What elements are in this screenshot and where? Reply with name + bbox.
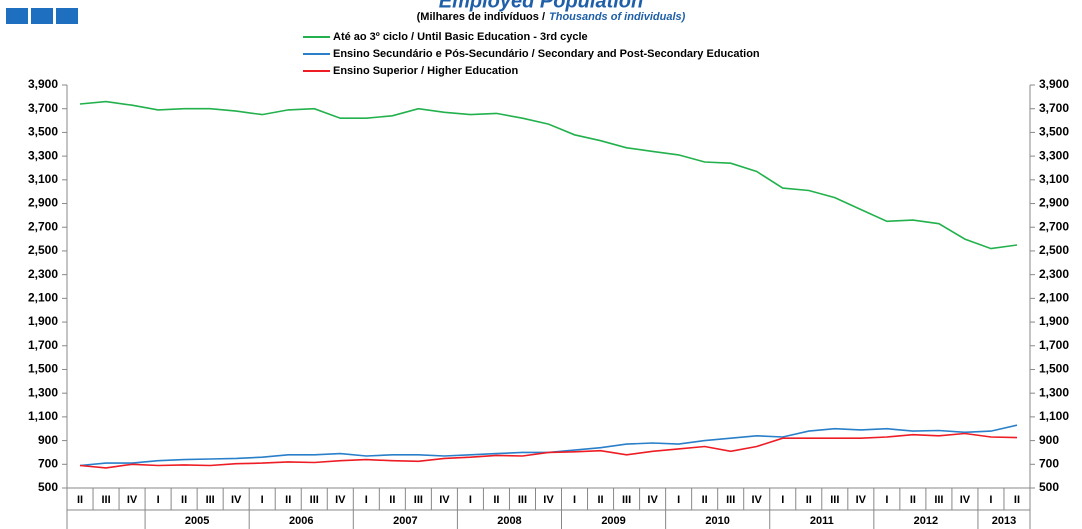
x-group-label: 2005 [185, 515, 209, 527]
x-group-label: 2012 [914, 515, 938, 527]
x-tick-label: IV [647, 494, 658, 506]
x-group-label: 2010 [705, 515, 729, 527]
x-tick-label: II [389, 494, 395, 506]
y2-tick-label: 500 [1039, 480, 1059, 494]
x-tick-label: IV [439, 494, 450, 506]
y2-tick-label: 900 [1039, 433, 1059, 447]
y2-tick-label: 1,300 [1039, 385, 1069, 399]
x-tick-label: IV [335, 494, 346, 506]
y2-tick-label: 2,700 [1039, 219, 1069, 233]
y-tick-label: 900 [38, 433, 58, 447]
y2-tick-label: 700 [1039, 456, 1059, 470]
y2-tick-label: 3,500 [1039, 125, 1069, 139]
x-tick-label: I [365, 494, 368, 506]
x-tick-label: II [910, 494, 916, 506]
chart-title: Employed Population [439, 0, 643, 12]
x-tick-label: I [781, 494, 784, 506]
y-tick-label: 2,700 [28, 219, 58, 233]
x-tick-label: I [885, 494, 888, 506]
x-tick-label: IV [752, 494, 763, 506]
x-tick-label: I [677, 494, 680, 506]
x-tick-label: II [1014, 494, 1020, 506]
x-tick-label: IV [856, 494, 867, 506]
x-tick-label: III [518, 494, 527, 506]
x-group-label: 2013 [992, 515, 1016, 527]
y-tick-label: 2,100 [28, 291, 58, 305]
x-tick-label: II [181, 494, 187, 506]
x-group-label: 2007 [393, 515, 417, 527]
x-tick-label: II [597, 494, 603, 506]
y-tick-label: 1,300 [28, 385, 58, 399]
x-tick-label: III [726, 494, 735, 506]
y-tick-label: 1,700 [28, 338, 58, 352]
x-tick-label: I [261, 494, 264, 506]
series-line [79, 432, 1018, 469]
x-group-label: 2006 [289, 515, 313, 527]
y-tick-label: 1,900 [28, 314, 58, 328]
y2-tick-label: 1,100 [1039, 409, 1069, 423]
y-tick-label: 3,900 [28, 77, 58, 91]
y2-tick-label: 3,700 [1039, 101, 1069, 115]
x-tick-label: IV [127, 494, 138, 506]
y2-tick-label: 3,300 [1039, 148, 1069, 162]
logo [6, 8, 78, 24]
series-line [79, 424, 1018, 467]
y2-tick-label: 2,300 [1039, 267, 1069, 281]
y-tick-label: 3,300 [28, 148, 58, 162]
y2-tick-label: 2,100 [1039, 291, 1069, 305]
y-tick-label: 3,500 [28, 125, 58, 139]
y2-tick-label: 3,100 [1039, 172, 1069, 186]
y-tick-label: 700 [38, 456, 58, 470]
x-tick-label: II [702, 494, 708, 506]
x-tick-label: III [206, 494, 215, 506]
legend-label: Até ao 3º ciclo / Until Basic Education … [333, 31, 588, 43]
y2-tick-label: 2,500 [1039, 243, 1069, 257]
x-tick-label: I [989, 494, 992, 506]
x-tick-label: III [830, 494, 839, 506]
x-group-label: 2011 [810, 515, 834, 527]
chart-subtitle-en: Thousands of individuals) [549, 11, 686, 23]
x-tick-label: IV [543, 494, 554, 506]
x-tick-label: IV [231, 494, 242, 506]
x-tick-label: I [573, 494, 576, 506]
x-group-label: 2009 [601, 515, 625, 527]
x-tick-label: III [414, 494, 423, 506]
y-tick-label: 3,700 [28, 101, 58, 115]
y-tick-label: 1,100 [28, 409, 58, 423]
legend-label: Ensino Secundário e Pós-Secundário / Sec… [333, 48, 760, 60]
y-tick-label: 3,100 [28, 172, 58, 186]
x-tick-label: IV [960, 494, 971, 506]
x-tick-label: II [493, 494, 499, 506]
y-tick-label: 500 [38, 480, 58, 494]
y2-tick-label: 2,900 [1039, 196, 1069, 210]
y-tick-label: 1,500 [28, 362, 58, 376]
chart-subtitle: (Milhares de indivíduos / [417, 11, 545, 23]
y2-tick-label: 3,900 [1039, 77, 1069, 91]
y-tick-label: 2,300 [28, 267, 58, 281]
x-tick-label: I [157, 494, 160, 506]
x-tick-label: II [285, 494, 291, 506]
x-tick-label: III [622, 494, 631, 506]
y2-tick-label: 1,900 [1039, 314, 1069, 328]
y-tick-label: 2,900 [28, 196, 58, 210]
series-line [79, 100, 1018, 250]
y-tick-label: 2,500 [28, 243, 58, 257]
x-tick-label: II [77, 494, 83, 506]
x-tick-label: III [310, 494, 319, 506]
x-group-label: 2008 [497, 515, 521, 527]
x-tick-label: III [101, 494, 110, 506]
y2-tick-label: 1,500 [1039, 362, 1069, 376]
y2-tick-label: 1,700 [1039, 338, 1069, 352]
x-tick-label: III [934, 494, 943, 506]
x-tick-label: II [806, 494, 812, 506]
x-tick-label: I [469, 494, 472, 506]
legend-label: Ensino Superior / Higher Education [333, 65, 518, 77]
